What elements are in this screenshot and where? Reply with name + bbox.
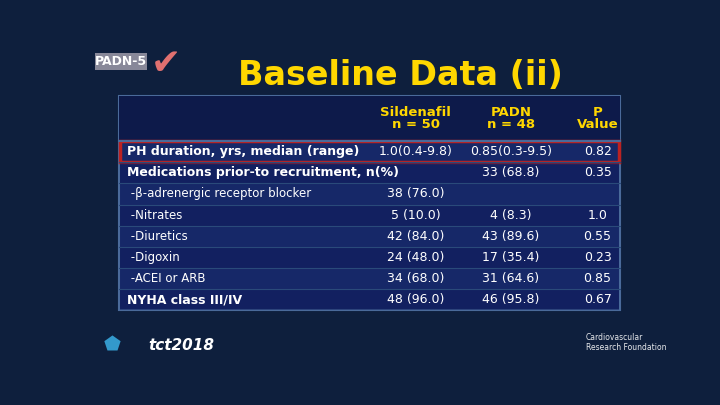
- Text: 43 (89.6): 43 (89.6): [482, 230, 539, 243]
- Text: 1.0(0.4-9.8): 1.0(0.4-9.8): [379, 145, 452, 158]
- Text: Cardiovascular
Research Foundation: Cardiovascular Research Foundation: [586, 333, 667, 352]
- Text: Value: Value: [577, 118, 618, 131]
- Text: 24 (48.0): 24 (48.0): [387, 251, 444, 264]
- Text: 42 (84.0): 42 (84.0): [387, 230, 444, 243]
- Text: 0.55: 0.55: [584, 230, 611, 243]
- Text: 38 (76.0): 38 (76.0): [387, 188, 444, 200]
- Text: 31 (64.6): 31 (64.6): [482, 272, 539, 285]
- Text: 0.35: 0.35: [584, 166, 611, 179]
- Text: 17 (35.4): 17 (35.4): [482, 251, 539, 264]
- FancyBboxPatch shape: [94, 53, 148, 70]
- Text: 46 (95.8): 46 (95.8): [482, 293, 539, 306]
- Bar: [120, 141, 619, 162]
- Text: tct2018: tct2018: [148, 337, 214, 352]
- Text: 0.67: 0.67: [584, 293, 611, 306]
- Bar: [120, 290, 619, 310]
- Text: -Diuretics: -Diuretics: [127, 230, 188, 243]
- Bar: [120, 141, 619, 162]
- Text: 34 (68.0): 34 (68.0): [387, 272, 444, 285]
- Text: 0.82: 0.82: [584, 145, 611, 158]
- Text: 33 (68.8): 33 (68.8): [482, 166, 539, 179]
- Text: ⬟: ⬟: [103, 336, 120, 354]
- Text: PH duration, yrs, median (range): PH duration, yrs, median (range): [127, 145, 359, 158]
- Bar: [120, 162, 619, 183]
- Text: -Digoxin: -Digoxin: [127, 251, 180, 264]
- Text: NYHA class III/IV: NYHA class III/IV: [127, 293, 243, 306]
- Text: P: P: [593, 106, 603, 119]
- Bar: [120, 96, 620, 141]
- Text: -Nitrates: -Nitrates: [127, 209, 183, 222]
- Text: Medications prior-to recruitment, n(%): Medications prior-to recruitment, n(%): [127, 166, 399, 179]
- Text: 0.85: 0.85: [584, 272, 611, 285]
- Text: 5 (10.0): 5 (10.0): [391, 209, 441, 222]
- Text: n = 50: n = 50: [392, 118, 439, 131]
- Bar: [120, 96, 620, 310]
- Bar: [120, 226, 619, 247]
- Text: Baseline Data (ii): Baseline Data (ii): [238, 59, 562, 92]
- Text: 0.85(0.3-9.5): 0.85(0.3-9.5): [470, 145, 552, 158]
- Bar: [120, 269, 619, 289]
- Text: n = 48: n = 48: [487, 118, 535, 131]
- Bar: [120, 247, 619, 268]
- Text: 1.0: 1.0: [588, 209, 608, 222]
- Text: ✔: ✔: [150, 47, 181, 81]
- Text: 4 (8.3): 4 (8.3): [490, 209, 531, 222]
- Text: PADN: PADN: [490, 106, 531, 119]
- Text: -ACEI or ARB: -ACEI or ARB: [127, 272, 206, 285]
- Bar: [120, 205, 619, 226]
- Text: PADN-5: PADN-5: [95, 55, 147, 68]
- Text: 48 (96.0): 48 (96.0): [387, 293, 444, 306]
- Text: Sildenafil: Sildenafil: [380, 106, 451, 119]
- Bar: [120, 184, 619, 205]
- Text: -β-adrenergic receptor blocker: -β-adrenergic receptor blocker: [127, 188, 312, 200]
- Text: 0.23: 0.23: [584, 251, 611, 264]
